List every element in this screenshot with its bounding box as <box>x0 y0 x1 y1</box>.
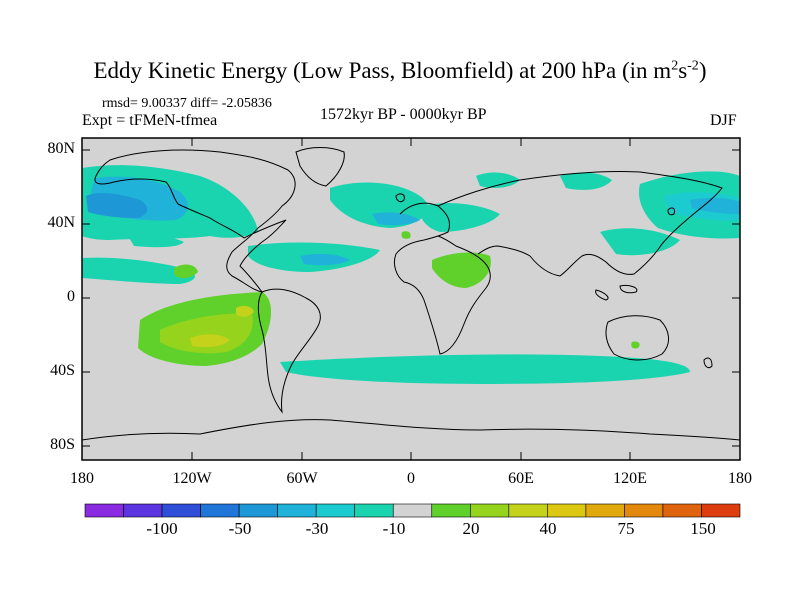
x-tick-label: 60E <box>508 470 534 487</box>
axis-ticks <box>81 138 741 460</box>
colorbar <box>84 503 741 518</box>
experiment-label: Expt = tFMeN-tfmea <box>82 112 218 129</box>
colorbar-label: 20 <box>462 519 480 538</box>
x-tick-label: 180 <box>728 470 752 487</box>
positive-contours <box>138 231 640 366</box>
colorbar-swatch <box>431 503 471 518</box>
colorbar-swatch <box>508 503 548 518</box>
colorbar-swatch <box>547 503 587 518</box>
colorbar-label: 40 <box>539 519 557 538</box>
colorbar-swatch <box>354 503 394 518</box>
colorbar-swatch <box>200 503 240 518</box>
y-tick-label: 40S <box>50 362 75 379</box>
colorbar-label: 150 <box>690 519 716 538</box>
colorbar-swatch <box>469 503 510 518</box>
colorbar-swatch <box>701 503 741 518</box>
period-label: 1572kyr BP - 0000kyr BP <box>320 106 487 123</box>
colorbar-swatch <box>277 503 317 518</box>
x-tick-label: 0 <box>407 470 415 487</box>
colorbar-label: -50 <box>228 519 252 538</box>
colorbar-swatch <box>315 503 356 518</box>
y-tick-label: 40N <box>47 214 75 231</box>
ekE-contours <box>82 165 740 384</box>
x-tick-label: 120E <box>613 470 647 487</box>
plot-title: Eddy Kinetic Energy (Low Pass, Bloomfiel… <box>93 58 707 83</box>
x-tick-label: 60W <box>286 470 318 487</box>
x-tick-label: 120W <box>172 470 212 487</box>
stats-text: rmsd= 9.00337 diff= -2.05836 <box>102 96 272 111</box>
colorbar-swatch <box>624 503 664 518</box>
colorbar-swatch <box>161 503 201 518</box>
y-tick-label: 0 <box>67 288 75 305</box>
colorbar-label: -10 <box>382 519 406 538</box>
x-tick-label: 180 <box>70 470 94 487</box>
colorbar-swatch <box>392 503 433 518</box>
colorbar-label: 75 <box>617 519 635 538</box>
colorbar-label: -100 <box>146 519 178 538</box>
season-label: DJF <box>710 112 737 129</box>
y-tick-label: 80N <box>47 140 75 157</box>
colorbar-label: -30 <box>305 519 329 538</box>
colorbar-swatch <box>123 503 163 518</box>
coastlines <box>82 147 740 441</box>
colorbar-swatch <box>662 503 702 518</box>
y-tick-label: 80S <box>50 436 75 453</box>
colorbar-swatch <box>238 503 278 518</box>
colorbar-swatch <box>84 503 124 518</box>
colorbar-swatch <box>585 503 625 518</box>
